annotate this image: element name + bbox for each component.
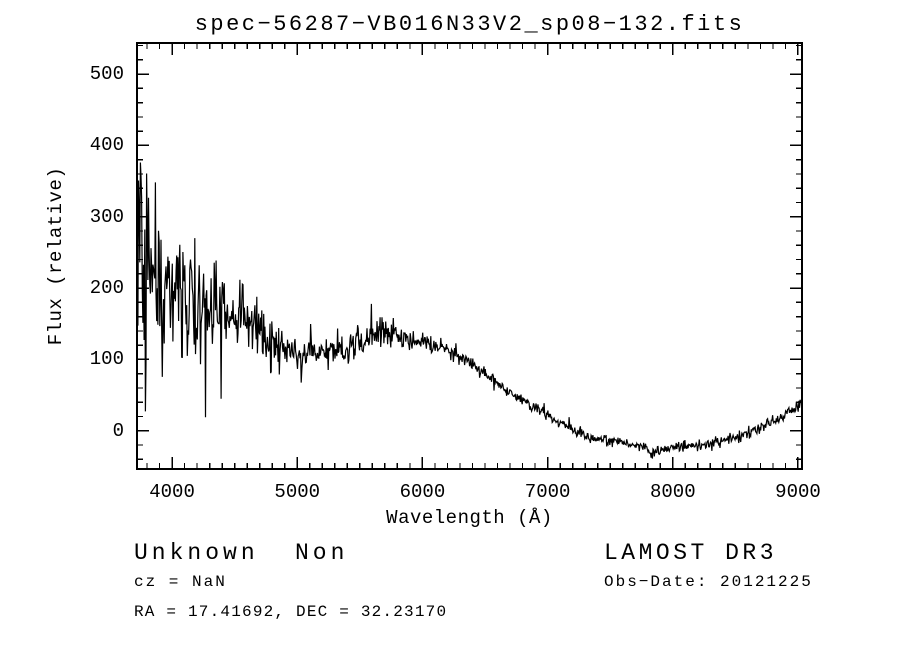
survey-label: LAMOST DR3 [604, 540, 778, 566]
ra-dec-value: RA = 17.41692, DEC = 32.23170 [134, 603, 448, 621]
y-tick-label: 400 [89, 134, 124, 157]
x-tick-label: 4000 [149, 481, 195, 503]
plot-area [136, 42, 803, 470]
y-tick-label: 500 [89, 63, 124, 86]
class-label: Unknown [134, 540, 259, 566]
y-tick-label: 300 [89, 205, 124, 228]
x-axis-title: Wavelength (Å) [386, 507, 553, 529]
x-tick-label: 9000 [775, 481, 821, 503]
x-tick-label: 5000 [274, 481, 321, 503]
subclass-label: Non [295, 540, 349, 566]
cz-value: cz = NaN [134, 573, 227, 591]
y-tick-label: 0 [112, 419, 124, 442]
plot-title: spec−56287−VB016N33V2_sp08−132.fits [194, 12, 745, 37]
spectrum-line [136, 162, 803, 459]
y-tick-label: 100 [89, 348, 124, 371]
obs-date-value: Obs−Date: 20121225 [604, 573, 813, 591]
x-tick-label: 8000 [649, 481, 696, 503]
y-axis-title: Flux (relative) [45, 166, 67, 346]
x-tick-label: 7000 [524, 481, 571, 503]
plot-frame [136, 42, 803, 470]
x-tick-label: 6000 [399, 481, 446, 503]
y-tick-label: 200 [89, 277, 124, 300]
